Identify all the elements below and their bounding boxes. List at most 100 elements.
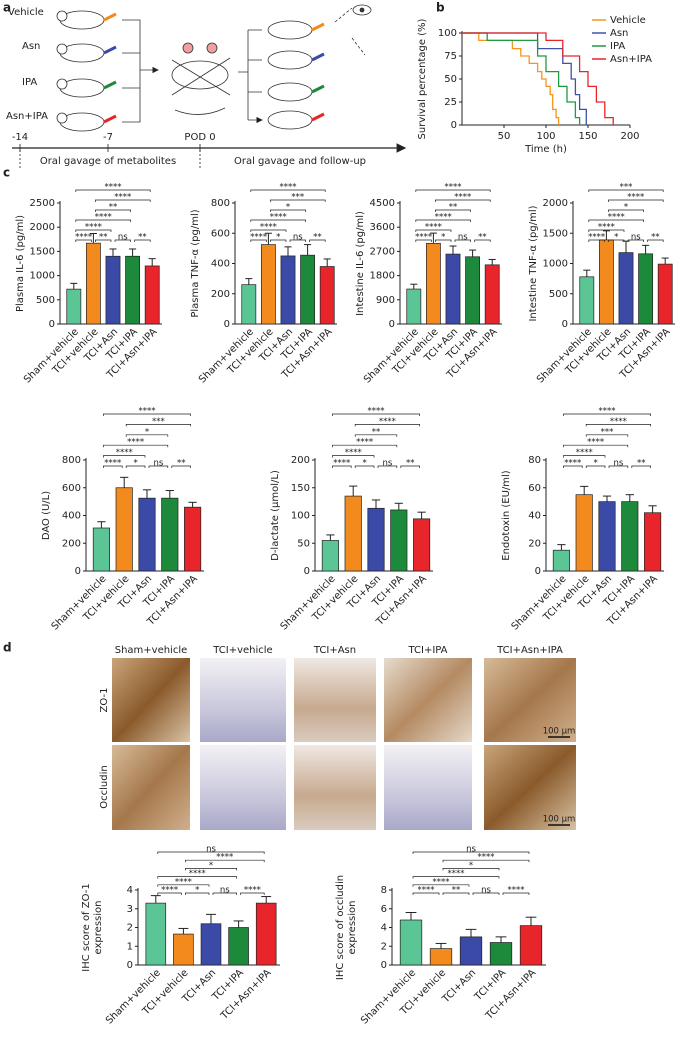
significance-bracket <box>75 239 92 242</box>
significance-label: **** <box>175 877 192 887</box>
y-axis-label: D-lactate (μmol/L) <box>270 470 281 561</box>
significance-bracket <box>502 892 530 895</box>
y-tick-label: 500 <box>36 295 55 306</box>
significance-label: **** <box>345 448 362 458</box>
significance-label: ns <box>631 233 641 243</box>
significance-bracket <box>125 434 169 437</box>
significance-label: **** <box>105 183 122 193</box>
significance-bracket <box>75 189 151 192</box>
significance-label: *** <box>601 427 614 437</box>
bar <box>399 919 423 966</box>
phase-label: Oral gavage and follow-up <box>234 156 366 167</box>
row-label: ZO-1 <box>99 688 110 713</box>
y-tick-label: 900 <box>376 295 395 306</box>
significance-label: * <box>624 203 628 213</box>
significance-bracket <box>400 465 420 468</box>
group-label: Asn <box>22 41 40 52</box>
significance-label: **** <box>216 853 233 863</box>
bar <box>459 936 483 966</box>
significance-label: **** <box>333 459 350 469</box>
significance-label: ** <box>109 203 118 213</box>
y-tick-label: 20 <box>528 538 541 549</box>
y-tick-label: 0 <box>381 960 387 971</box>
bar <box>319 266 335 325</box>
scale-bar-label: 100 μm <box>543 815 576 825</box>
significance-bracket <box>415 189 491 192</box>
significance-bracket <box>588 229 625 232</box>
y-tick-label: 1500 <box>30 246 55 257</box>
significance-bracket <box>125 465 146 468</box>
significance-label: ns <box>118 233 128 243</box>
significance-bracket <box>588 219 644 222</box>
y-tick-label: 4500 <box>370 198 395 209</box>
panel-label: b <box>436 1 445 15</box>
panel-label: a <box>3 1 11 15</box>
y-tick-label: 25 <box>444 97 457 108</box>
significance-label: * <box>286 203 290 213</box>
significance-label: **** <box>448 869 465 879</box>
y-axis-label: Endotoxin (EU/ml) <box>501 470 512 560</box>
significance-label: * <box>614 233 618 243</box>
significance-bracket <box>442 892 470 895</box>
significance-label: *** <box>152 417 165 427</box>
panel-label: d <box>3 641 12 655</box>
group-label: Asn+IPA <box>6 111 48 122</box>
significance-label: * <box>593 459 597 469</box>
bar <box>598 239 614 325</box>
significance-bracket <box>250 239 267 242</box>
y-tick-label: 200 <box>211 289 230 300</box>
survival-curve <box>462 32 614 125</box>
y-axis-label: Intestine TNF-α (pg/ml) <box>528 205 539 321</box>
significance-label: **** <box>356 438 373 448</box>
significance-label: * <box>145 427 149 437</box>
significance-label: * <box>133 459 137 469</box>
significance-bracket <box>442 859 530 863</box>
significance-bracket <box>588 189 664 192</box>
bar <box>85 242 101 325</box>
x-tick-label: TCI+Asn+IPA <box>218 967 273 1022</box>
surgery <box>171 42 231 115</box>
significance-label: **** <box>260 223 277 233</box>
timeline-label: POD 0 <box>184 132 215 143</box>
y-tick-label: 100 <box>291 511 310 522</box>
significance-bracket <box>332 413 420 416</box>
y-tick-label: 75 <box>444 51 457 62</box>
mice-right <box>267 20 325 130</box>
significance-bracket <box>332 455 375 458</box>
y-tick-label: 3 <box>127 904 133 915</box>
significance-bracket <box>148 465 169 468</box>
significance-label: ** <box>99 233 108 243</box>
significance-bracket <box>647 239 664 242</box>
bar <box>173 933 194 966</box>
bar <box>575 494 593 572</box>
significance-label: ns <box>382 459 392 469</box>
y-tick-label: 1000 <box>30 271 55 282</box>
y-tick-label: 400 <box>62 511 81 522</box>
y-tick-label: 2 <box>127 923 133 934</box>
significance-bracket <box>270 209 306 212</box>
y-tick-label: 4 <box>127 885 133 896</box>
bar <box>465 256 481 325</box>
survival-curve <box>462 32 581 125</box>
y-tick-label: 8 <box>381 885 387 896</box>
y-tick-label: 200 <box>291 455 310 466</box>
bar <box>519 925 543 966</box>
significance-label: **** <box>85 223 102 233</box>
bar <box>621 501 639 572</box>
significance-bracket <box>412 851 530 854</box>
y-tick-label: 0 <box>389 319 395 330</box>
significance-bracket <box>474 239 491 242</box>
significance-bracket <box>103 465 123 468</box>
significance-label: *** <box>620 183 633 193</box>
significance-bracket <box>157 851 265 854</box>
significance-bracket <box>415 239 432 242</box>
y-axis-label: Plasma IL-6 (pg/ml) <box>15 215 26 312</box>
significance-label: * <box>209 861 213 871</box>
significance-label: **** <box>418 886 435 896</box>
column-header: TCI+vehicle <box>212 645 272 656</box>
significance-bracket <box>250 219 306 222</box>
bar <box>429 948 453 966</box>
micrograph <box>384 658 472 742</box>
bar <box>145 902 167 966</box>
y-tick-label: 100 <box>438 28 457 39</box>
